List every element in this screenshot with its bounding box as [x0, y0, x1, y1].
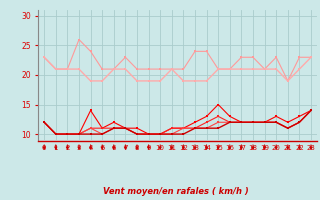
Text: Vent moyen/en rafales ( km/h ): Vent moyen/en rafales ( km/h ): [103, 187, 249, 196]
